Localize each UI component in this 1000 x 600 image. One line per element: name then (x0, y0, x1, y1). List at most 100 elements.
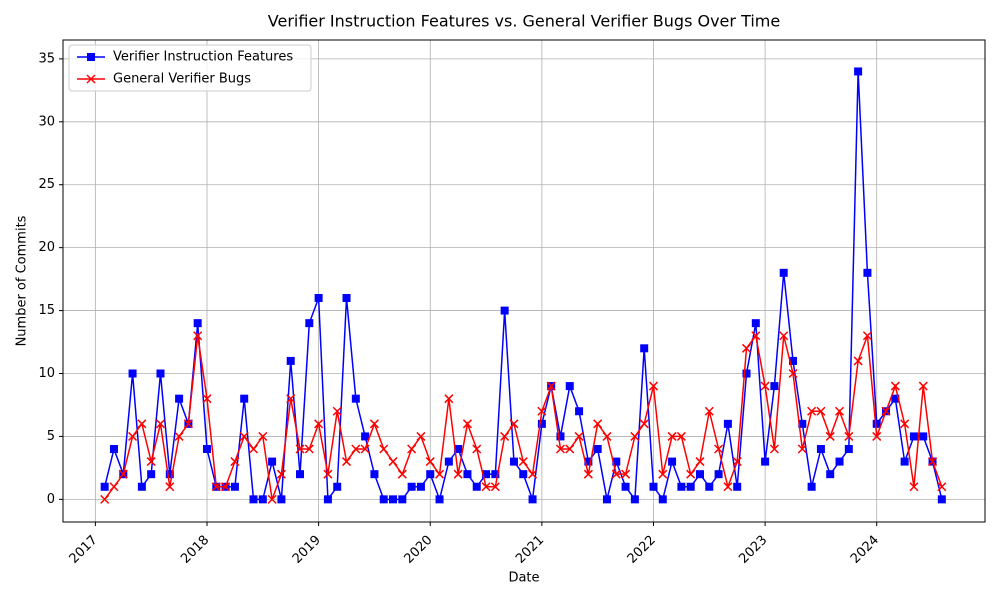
marker (118, 469, 128, 479)
chart-title: Verifier Instruction Features vs. Genera… (268, 12, 780, 31)
marker (900, 419, 910, 429)
marker (258, 495, 267, 504)
marker (435, 495, 444, 504)
marker (407, 444, 417, 454)
marker (230, 457, 240, 467)
marker (444, 457, 453, 466)
marker (714, 444, 724, 454)
marker (482, 470, 491, 479)
marker (472, 482, 481, 491)
marker (491, 470, 500, 479)
marker (370, 470, 379, 479)
marker (555, 444, 565, 454)
marker (834, 406, 845, 416)
marker (174, 431, 184, 441)
marker (128, 431, 138, 441)
marker (528, 469, 538, 479)
marker (276, 469, 286, 479)
marker (87, 53, 95, 61)
marker (519, 470, 528, 479)
marker (705, 482, 714, 491)
marker (723, 419, 732, 428)
legend-label: General Verifier Bugs (113, 72, 251, 87)
marker (528, 495, 537, 504)
marker (277, 495, 286, 504)
marker (826, 470, 835, 479)
marker (583, 469, 593, 479)
marker (137, 482, 146, 491)
marker (202, 445, 211, 454)
marker (807, 482, 816, 491)
marker (797, 444, 807, 454)
marker (602, 495, 611, 504)
marker (193, 331, 203, 341)
marker (156, 369, 165, 378)
marker (165, 470, 174, 479)
marker (258, 431, 268, 441)
x-axis-label: Date (508, 571, 539, 586)
y-tick-label: 20 (38, 240, 55, 255)
marker (686, 469, 696, 479)
marker (267, 494, 277, 504)
marker (416, 431, 426, 441)
marker (211, 482, 221, 492)
marker (704, 406, 714, 416)
marker (686, 482, 695, 491)
y-tick-label: 25 (38, 177, 55, 192)
marker (128, 369, 137, 378)
marker (611, 469, 621, 479)
marker (86, 74, 96, 84)
marker (714, 470, 723, 479)
marker (658, 469, 668, 479)
marker (742, 369, 751, 378)
marker (509, 419, 519, 429)
marker (360, 444, 370, 454)
marker (825, 431, 835, 441)
marker (556, 432, 565, 441)
marker (621, 469, 631, 479)
y-tick-label: 5 (47, 429, 55, 444)
marker (155, 419, 166, 429)
marker (314, 293, 323, 302)
marker (341, 457, 352, 467)
marker (454, 445, 463, 454)
marker (769, 444, 779, 454)
legend: Verifier Instruction Features General Ver… (68, 44, 312, 92)
marker (490, 482, 500, 492)
marker (295, 444, 305, 454)
marker (575, 407, 584, 416)
marker (816, 406, 826, 416)
marker (351, 394, 360, 403)
marker (881, 406, 891, 416)
marker (286, 356, 295, 365)
marker (751, 331, 761, 341)
marker (853, 356, 863, 366)
marker (332, 406, 342, 416)
marker (593, 419, 603, 429)
plot-frame (62, 39, 986, 523)
marker (937, 482, 947, 492)
marker (640, 344, 649, 353)
marker (323, 495, 332, 504)
marker (388, 457, 398, 467)
marker (146, 457, 156, 467)
marker (453, 469, 463, 479)
marker (175, 394, 184, 403)
marker (137, 419, 147, 429)
marker (630, 431, 640, 441)
marker (565, 382, 574, 391)
marker (676, 431, 686, 441)
marker (109, 445, 118, 454)
marker (668, 457, 677, 466)
marker (202, 394, 212, 404)
marker (695, 457, 705, 467)
marker (518, 457, 528, 467)
marker (844, 431, 854, 441)
marker (649, 482, 658, 491)
marker (425, 457, 435, 467)
marker (844, 445, 853, 454)
marker (658, 495, 667, 504)
marker (835, 457, 844, 466)
